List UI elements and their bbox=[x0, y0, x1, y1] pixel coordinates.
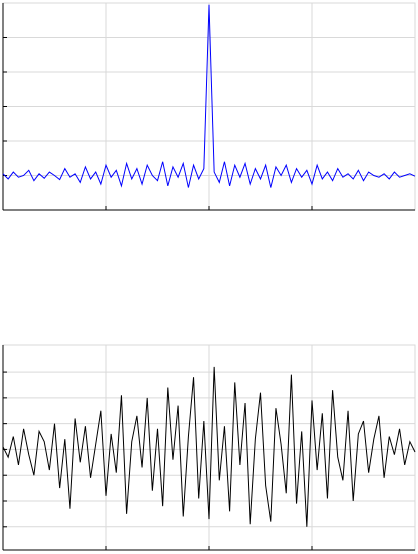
data-line bbox=[2, 366, 416, 527]
data-line bbox=[2, 4, 416, 188]
